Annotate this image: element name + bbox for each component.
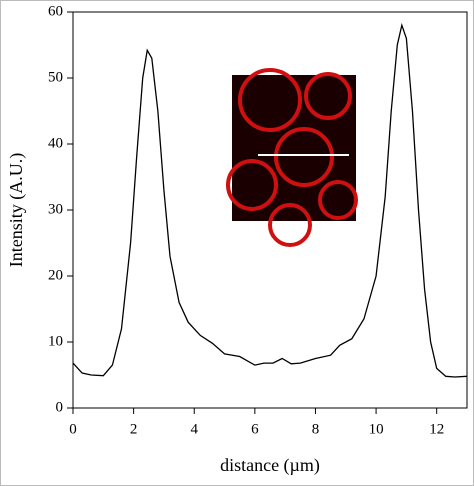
x-tick-label: 4 bbox=[190, 421, 198, 437]
y-tick-label: 10 bbox=[48, 333, 63, 349]
y-axis-label: Intensity (A.U.) bbox=[6, 153, 27, 267]
x-tick-label: 10 bbox=[369, 421, 384, 437]
y-tick-label: 40 bbox=[48, 135, 63, 151]
x-tick-label: 2 bbox=[130, 421, 138, 437]
y-tick-label: 50 bbox=[48, 69, 63, 85]
inset-image bbox=[226, 68, 358, 247]
x-tick-label: 12 bbox=[429, 421, 444, 437]
y-tick-label: 30 bbox=[48, 201, 63, 217]
x-tick-label: 6 bbox=[251, 421, 259, 437]
x-tick-label: 8 bbox=[312, 421, 320, 437]
y-tick-label: 0 bbox=[56, 399, 64, 415]
data-line bbox=[72, 22, 468, 378]
y-tick-label: 60 bbox=[48, 3, 63, 19]
x-tick-label: 0 bbox=[69, 421, 77, 437]
y-tick-label: 20 bbox=[48, 267, 63, 283]
x-axis-label: distance (µm) bbox=[220, 455, 320, 476]
